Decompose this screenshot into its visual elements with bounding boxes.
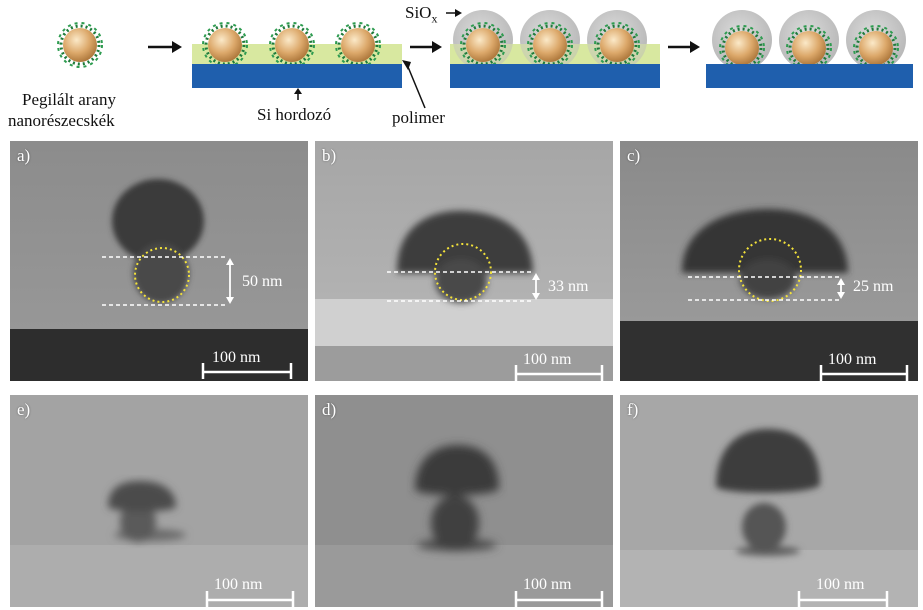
substrate-pointer <box>294 88 302 100</box>
polymer-label: polimer <box>392 108 445 127</box>
siox-pointer <box>446 9 462 17</box>
measurement-a: 50 nm <box>242 273 283 290</box>
panel-label-c: c) <box>627 146 641 165</box>
stage1-particle <box>56 21 104 69</box>
arrow-3 <box>668 41 700 53</box>
panel-label-a: a) <box>17 146 31 165</box>
siox-text: SiO <box>405 3 432 22</box>
stage3 <box>450 10 660 88</box>
sem-panel-b: b) 33 nm 100 nm <box>315 141 613 381</box>
panel-label-f: f) <box>627 400 639 419</box>
particle-caption-line2: nanorészecskék <box>8 111 115 130</box>
scale-bar-e: 100 nm <box>214 576 263 593</box>
scale-bar-c: 100 nm <box>828 351 877 368</box>
panel-label-b: b) <box>322 146 337 165</box>
measurement-c: 25 nm <box>853 278 894 295</box>
scale-bar-a: 100 nm <box>212 349 261 366</box>
panel-label-d: d) <box>322 400 337 419</box>
sem-panel-a: a) 50 nm 100 nm <box>10 141 308 381</box>
sem-panel-d: d) 100 nm <box>315 395 613 607</box>
scale-bar-b: 100 nm <box>523 351 572 368</box>
scale-bar-d: 100 nm <box>523 576 572 593</box>
polymer-pointer <box>402 60 426 109</box>
arrow-2 <box>410 41 442 53</box>
scale-bar-f: 100 nm <box>816 576 865 593</box>
sem-panel-e: e) 100 nm <box>10 395 308 607</box>
arrow-1 <box>148 41 182 53</box>
panel-label-e: e) <box>17 400 31 419</box>
substrate-label: Si hordozó <box>257 105 332 124</box>
siox-subscript: x <box>431 11 438 26</box>
process-schematic <box>56 9 913 109</box>
siox-label: SiOx <box>405 3 437 28</box>
stage4 <box>706 10 913 88</box>
measurement-b: 33 nm <box>548 278 589 295</box>
sem-panel-f: f) 100 nm <box>620 395 918 607</box>
stage2 <box>192 21 402 88</box>
particle-caption-line1: Pegilált arany <box>22 90 116 109</box>
sem-panel-c: c) 25 nm 100 nm <box>620 141 918 381</box>
